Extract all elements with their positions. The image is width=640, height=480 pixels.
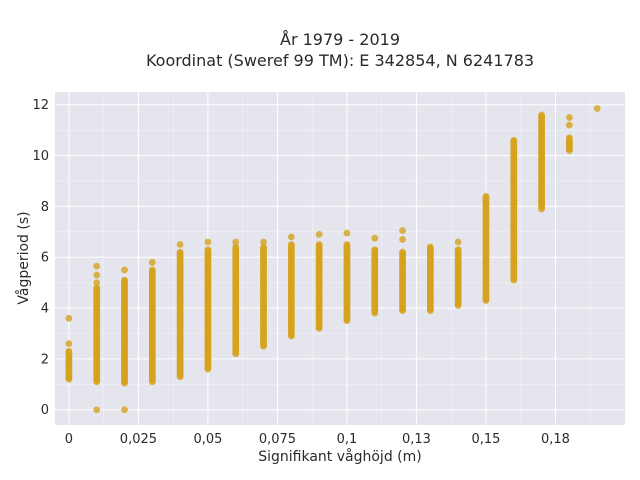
data-point	[399, 248, 406, 256]
x-tick-label: 0,05	[193, 432, 222, 447]
x-axis-title: Signifikant våghöjd (m)	[258, 448, 421, 465]
data-points	[65, 105, 601, 414]
data-point	[204, 238, 212, 246]
data-point	[204, 246, 212, 254]
data-point	[454, 238, 462, 246]
data-point	[538, 111, 545, 119]
data-point	[93, 279, 101, 287]
data-point	[232, 243, 240, 251]
data-point	[232, 238, 240, 246]
data-point	[593, 105, 601, 112]
x-tick-label: 0,1	[337, 432, 358, 447]
x-tick-label: 0,13	[402, 432, 431, 447]
data-column	[426, 243, 434, 315]
data-column	[176, 241, 184, 381]
data-point	[93, 262, 101, 270]
y-tick-label: 0	[41, 403, 49, 418]
data-point	[148, 266, 156, 274]
data-point	[65, 314, 73, 322]
x-tick-label: 0,075	[259, 432, 296, 447]
data-column	[399, 227, 406, 315]
data-column	[593, 105, 601, 112]
data-point	[565, 114, 573, 121]
data-column	[315, 230, 323, 332]
data-point	[315, 230, 323, 238]
y-tick-label: 10	[32, 149, 49, 164]
data-point	[121, 266, 128, 274]
y-tick-label: 8	[41, 200, 49, 215]
x-tick-label: 0,025	[120, 432, 157, 447]
data-point	[93, 284, 101, 292]
data-point	[565, 121, 573, 129]
data-point	[65, 340, 73, 348]
data-column	[232, 238, 240, 358]
data-point	[148, 258, 156, 266]
data-point	[371, 246, 379, 254]
data-point	[260, 238, 267, 246]
y-tick-label: 12	[32, 98, 49, 113]
data-point	[510, 136, 518, 144]
data-point	[482, 192, 490, 200]
x-tick-label: 0,15	[471, 432, 500, 447]
tick-labels: 0 0,025 0,05 0,075 0,1 0,13 0,15 0,18 0 2 4 6 8 10 12	[32, 98, 570, 447]
data-column	[538, 111, 545, 213]
data-point	[65, 347, 73, 355]
data-point	[315, 241, 323, 248]
y-tick-label: 6	[41, 251, 49, 266]
data-point	[426, 243, 434, 251]
data-column	[565, 114, 573, 154]
data-point	[121, 406, 128, 414]
data-point	[454, 246, 462, 254]
data-point	[260, 243, 267, 251]
data-column	[148, 258, 156, 386]
data-column	[454, 238, 462, 309]
data-column	[93, 262, 101, 414]
data-column	[204, 238, 212, 373]
data-point	[399, 227, 406, 234]
data-point	[287, 233, 295, 241]
data-point	[176, 241, 184, 248]
data-column	[287, 233, 295, 340]
y-axis-title: Vågperiod (s)	[15, 211, 32, 304]
data-column	[343, 229, 351, 325]
x-tick-label: 0,18	[541, 432, 570, 447]
x-tick-label: 0	[65, 432, 73, 447]
chart-title-line-2: Koordinat (Sweref 99 TM): E 342854, N 62…	[146, 51, 534, 70]
data-point	[93, 271, 101, 279]
data-point	[371, 234, 379, 242]
data-column	[510, 136, 518, 284]
data-point	[121, 276, 128, 284]
data-point	[343, 229, 351, 237]
data-column	[371, 234, 379, 317]
y-tick-label: 2	[41, 352, 49, 367]
data-column	[121, 266, 128, 414]
data-point	[287, 241, 295, 248]
grid	[55, 92, 625, 425]
data-column	[65, 314, 73, 383]
data-column	[482, 192, 490, 304]
y-tick-label: 4	[41, 302, 49, 317]
data-point	[565, 134, 573, 142]
data-point	[399, 236, 406, 243]
data-column	[260, 238, 267, 350]
data-point	[176, 248, 184, 256]
data-point	[343, 241, 351, 248]
chart-title-line-1: År 1979 - 2019	[280, 30, 400, 49]
data-point	[93, 406, 101, 414]
